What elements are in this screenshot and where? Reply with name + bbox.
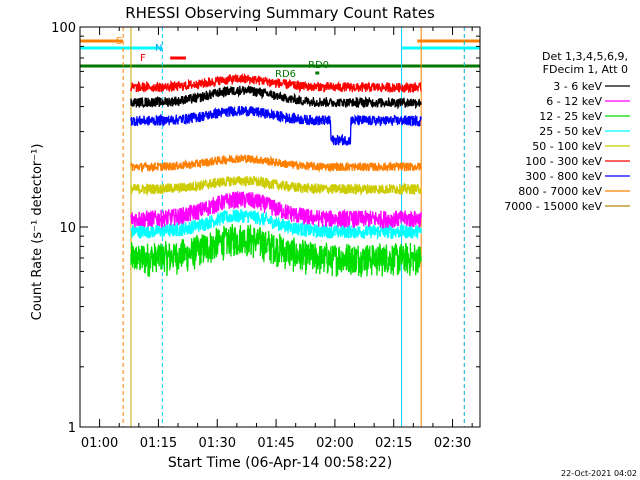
y-axis-label: Count Rate (s⁻¹ detector⁻¹): [30, 144, 45, 321]
y-tick-label: 100: [51, 21, 76, 36]
legend-entry-label: 3 - 6 keV: [553, 80, 602, 93]
x-tick-label: 01:15: [140, 436, 177, 451]
x-tick-label: 02:15: [375, 436, 412, 451]
annotation-label: RD6: [275, 69, 296, 80]
x-tick-label: 02:00: [316, 436, 353, 451]
legend-entry-label: 50 - 100 keV: [532, 140, 602, 153]
chart-title: RHESSI Observing Summary Count Rates: [125, 4, 435, 22]
series-line: [130, 175, 422, 197]
legend-title: FDecim 1, Att 0: [543, 63, 628, 76]
legend-entry-label: 12 - 25 keV: [539, 110, 602, 123]
series-line: [130, 223, 422, 278]
x-tick-label: 02:30: [434, 436, 471, 451]
x-tick-label: 01:30: [199, 436, 236, 451]
legend-entry-label: 7000 - 15000 keV: [504, 200, 602, 213]
legend-title: Det 1,3,4,5,6,9,: [542, 50, 628, 63]
series-line: [130, 208, 422, 241]
legend-entry-label: 25 - 50 keV: [539, 125, 602, 138]
series-line: [130, 105, 422, 146]
legend-entry-label: 300 - 800 keV: [525, 170, 602, 183]
legend-entry-label: 100 - 300 keV: [525, 155, 602, 168]
series-line: [130, 154, 422, 173]
x-axis-label: Start Time (06-Apr-14 00:58:22): [168, 455, 392, 471]
annotation-label: F: [140, 53, 146, 64]
date-stamp: 22-Oct-2021 04:02: [561, 469, 637, 478]
annotation-label: S: [116, 36, 122, 47]
x-tick-label: 01:45: [257, 436, 294, 451]
y-tick-label: 1: [68, 421, 76, 436]
legend: Det 1,3,4,5,6,9,FDecim 1, Att 0 3 - 6 keV…: [504, 50, 630, 213]
axis-layer: 01:00 01:15 01:30 01:45 02:00 02:15 02:30 1 10 10…: [51, 21, 480, 451]
data-layer: S NF RD6 RD0: [80, 27, 480, 427]
legend-entry-label: 6 - 12 keV: [546, 95, 602, 108]
series-line: [130, 191, 422, 231]
legend-entry-label: 800 - 7000 keV: [518, 185, 602, 198]
x-tick-label: 01:00: [81, 436, 118, 451]
annotation-label: N: [155, 43, 162, 54]
annotation-label: RD0: [308, 60, 329, 71]
series-line: [130, 73, 422, 94]
y-tick-label: 10: [59, 221, 76, 236]
series-line: [130, 85, 422, 110]
